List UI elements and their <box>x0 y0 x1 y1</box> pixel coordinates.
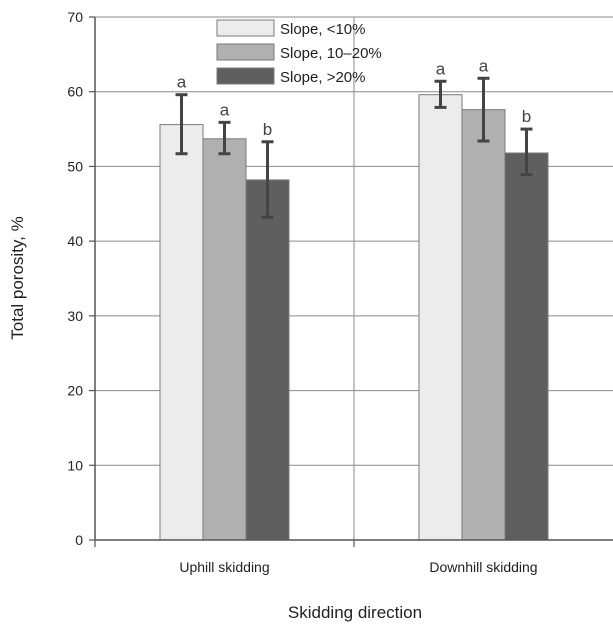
y-axis-title: Total porosity, % <box>8 216 27 339</box>
legend-swatch <box>216 43 275 61</box>
y-tick-label: 30 <box>67 308 83 324</box>
x-category-labels: Uphill skidding Downhill skidding <box>179 559 537 575</box>
legend-label: Slope, 10–20% <box>280 45 382 62</box>
y-tick-label: 10 <box>67 457 83 473</box>
significance-label: a <box>177 73 187 92</box>
y-tick-label: 50 <box>67 158 83 174</box>
y-tick-label: 40 <box>67 233 83 249</box>
bars <box>159 94 549 541</box>
bar <box>245 179 290 541</box>
legend-label: Slope, >20% <box>280 69 365 86</box>
legend: Slope, <10% Slope, 10–20% Slope, >20% <box>216 19 382 86</box>
y-tick-labels: 0 10 20 30 40 50 60 70 <box>67 9 83 548</box>
significance-label: a <box>436 59 446 78</box>
legend-swatch <box>216 67 275 85</box>
bar <box>202 138 247 541</box>
significance-labels: a a b a a b <box>177 56 531 139</box>
category-label: Uphill skidding <box>179 559 269 575</box>
significance-label: b <box>522 107 531 126</box>
bar <box>504 152 549 541</box>
y-tick-label: 60 <box>67 84 83 100</box>
significance-label: a <box>220 100 230 119</box>
axes <box>89 16 613 547</box>
legend-label: Slope, <10% <box>280 21 365 38</box>
error-bars <box>175 76 533 219</box>
y-tick-label: 20 <box>67 383 83 399</box>
significance-label: a <box>479 56 489 75</box>
significance-label: b <box>263 120 272 139</box>
legend-swatch <box>216 19 275 37</box>
y-tick-label: 0 <box>75 532 83 548</box>
bar <box>461 109 506 541</box>
x-axis-title: Skidding direction <box>288 603 422 622</box>
bar <box>159 124 204 541</box>
bar <box>418 94 463 541</box>
category-label: Downhill skidding <box>429 559 537 575</box>
y-tick-label: 70 <box>67 9 83 25</box>
